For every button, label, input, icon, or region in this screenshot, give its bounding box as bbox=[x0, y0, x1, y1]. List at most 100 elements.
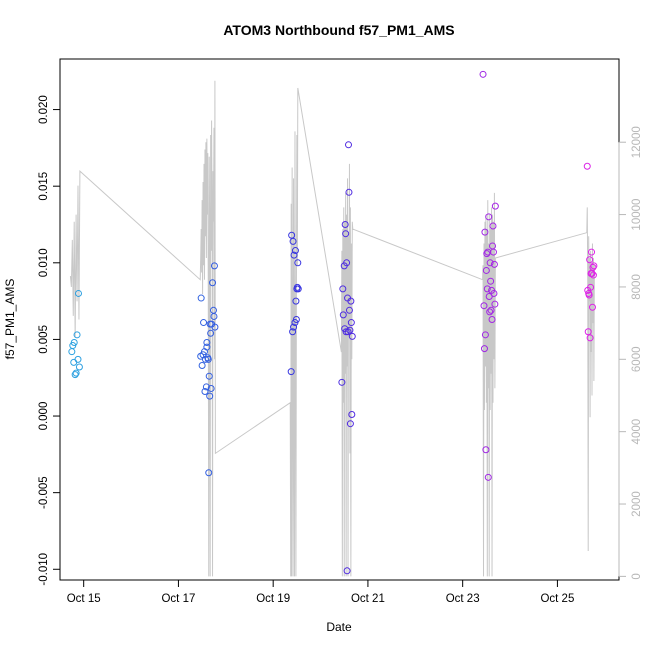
secondary-line-series bbox=[69, 80, 595, 577]
y2-tick-label: 0 bbox=[631, 573, 643, 579]
y-tick-label: 0.005 bbox=[38, 325, 50, 354]
data-point bbox=[68, 348, 76, 356]
data-point bbox=[583, 162, 591, 170]
data-point bbox=[343, 567, 351, 575]
data-point bbox=[294, 285, 302, 293]
data-point bbox=[589, 271, 597, 279]
x-tick-label: Oct 15 bbox=[67, 593, 101, 605]
data-point bbox=[481, 228, 489, 236]
y-axis-label: f57_PM1_AMS bbox=[3, 279, 17, 360]
data-point bbox=[345, 188, 353, 196]
x-tick-label: Oct 17 bbox=[161, 593, 195, 605]
data-point bbox=[482, 446, 490, 454]
data-point bbox=[487, 306, 495, 314]
data-point bbox=[345, 141, 352, 149]
data-point bbox=[72, 369, 80, 377]
data-point bbox=[341, 220, 349, 228]
data-point bbox=[207, 329, 215, 337]
y-tick-label: -0.005 bbox=[38, 476, 50, 509]
data-point bbox=[290, 251, 298, 259]
data-point bbox=[348, 332, 356, 340]
data-point bbox=[486, 308, 494, 316]
data-point bbox=[294, 259, 302, 267]
data-point bbox=[588, 303, 596, 311]
data-point bbox=[292, 297, 300, 305]
data-point bbox=[586, 334, 594, 342]
data-point bbox=[491, 300, 499, 308]
data-point bbox=[197, 294, 205, 302]
data-point bbox=[203, 343, 211, 351]
data-point bbox=[344, 328, 352, 336]
x-axis-label: Date bbox=[326, 620, 352, 634]
data-point bbox=[484, 473, 492, 481]
data-point bbox=[586, 256, 594, 264]
data-point bbox=[585, 291, 593, 299]
data-point bbox=[338, 378, 346, 386]
data-point bbox=[289, 237, 297, 245]
data-point bbox=[339, 311, 347, 319]
data-point bbox=[479, 70, 487, 78]
data-point bbox=[483, 285, 491, 293]
y2-tick-label: 6000 bbox=[631, 347, 643, 373]
y-tick-label: 0.000 bbox=[38, 402, 50, 431]
data-point bbox=[490, 260, 498, 268]
data-point bbox=[202, 383, 210, 391]
data-point bbox=[342, 230, 350, 238]
data-point bbox=[584, 328, 592, 336]
data-point bbox=[487, 277, 495, 285]
data-point bbox=[345, 306, 353, 314]
data-point bbox=[73, 331, 81, 339]
x-tick-label: Oct 25 bbox=[540, 593, 574, 605]
data-point bbox=[198, 361, 206, 369]
x-tick-label: Oct 23 bbox=[446, 593, 480, 605]
plot-frame bbox=[59, 58, 620, 581]
y-tick-label: 0.020 bbox=[38, 95, 50, 124]
data-point bbox=[210, 312, 218, 320]
data-point bbox=[590, 262, 598, 270]
data-point bbox=[480, 345, 488, 353]
data-point bbox=[74, 355, 82, 363]
chart-title: ATOM3 Northbound f57_PM1_AMS bbox=[223, 22, 454, 38]
y-tick-label: 0.010 bbox=[38, 248, 50, 277]
data-point bbox=[292, 316, 300, 323]
data-point bbox=[489, 222, 497, 230]
y2-tick-label: 12000 bbox=[631, 126, 643, 158]
y2-tick-label: 10000 bbox=[631, 199, 643, 231]
secondary-line-path bbox=[69, 80, 595, 577]
data-point bbox=[480, 302, 488, 310]
data-point bbox=[206, 392, 214, 400]
data-point bbox=[200, 319, 208, 327]
data-point bbox=[339, 285, 347, 293]
y-axis-left: -0.010 -0.005 0.000 0.005 0.010 0.015 0.020 bbox=[38, 95, 61, 586]
data-point bbox=[342, 328, 350, 336]
data-point bbox=[207, 384, 215, 392]
data-point bbox=[491, 202, 499, 210]
data-point bbox=[293, 283, 301, 291]
x-tick-label: Oct 21 bbox=[351, 593, 385, 605]
data-point bbox=[75, 363, 83, 371]
data-point bbox=[346, 420, 354, 428]
data-point bbox=[482, 266, 490, 274]
data-point bbox=[209, 279, 217, 287]
data-point bbox=[74, 289, 82, 297]
y-tick-label: -0.010 bbox=[38, 553, 50, 586]
data-point bbox=[589, 263, 597, 271]
data-point bbox=[201, 388, 209, 396]
data-point bbox=[205, 372, 213, 380]
data-point bbox=[488, 316, 496, 323]
scatter-series bbox=[68, 70, 598, 575]
data-point bbox=[347, 297, 355, 305]
data-point bbox=[343, 259, 351, 267]
data-point bbox=[205, 469, 213, 477]
data-point bbox=[211, 323, 219, 331]
data-point bbox=[291, 247, 299, 255]
y2-tick-label: 4000 bbox=[631, 419, 643, 445]
data-point bbox=[347, 319, 355, 327]
data-point bbox=[587, 283, 595, 291]
data-point bbox=[348, 411, 356, 419]
data-point bbox=[289, 328, 297, 336]
data-point bbox=[287, 368, 295, 376]
x-axis: Oct 15 Oct 17 Oct 19 Oct 21 Oct 23 Oct 25 bbox=[67, 579, 574, 605]
data-point bbox=[346, 326, 354, 334]
